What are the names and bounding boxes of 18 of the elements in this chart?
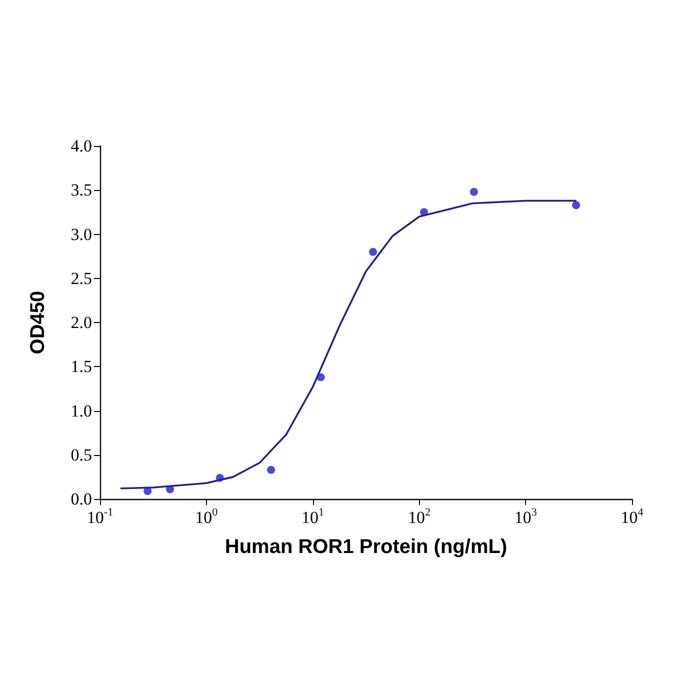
point bbox=[216, 474, 224, 482]
point bbox=[470, 188, 478, 196]
y-tick-label: 0.0 bbox=[70, 490, 92, 508]
y-tick-label: 1.5 bbox=[70, 357, 92, 376]
point bbox=[267, 466, 276, 474]
point bbox=[166, 485, 174, 494]
y-tick-label: 3.5 bbox=[70, 180, 92, 200]
x-axis-title: Human ROR1 Protein (ng/mL) bbox=[224, 536, 508, 558]
y-tick-label: 2.5 bbox=[70, 268, 92, 288]
y-tick-label: 2.0 bbox=[70, 313, 92, 332]
point bbox=[369, 248, 378, 256]
y-tick-label: 0.5 bbox=[70, 445, 92, 464]
y-tick-label: 3.0 bbox=[70, 224, 92, 244]
y-tick-label: 4.0 bbox=[70, 136, 92, 156]
y-tick-label: 1.0 bbox=[70, 401, 92, 420]
point bbox=[420, 208, 428, 216]
point bbox=[316, 373, 325, 382]
y-axis-title: OD450 bbox=[27, 290, 49, 354]
